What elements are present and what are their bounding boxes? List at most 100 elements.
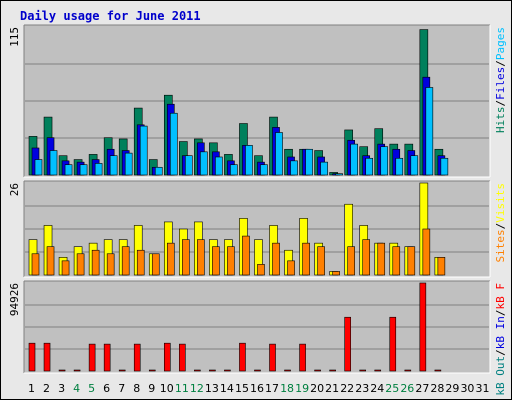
day-label-14: 14	[220, 382, 234, 395]
day-label-13: 13	[205, 382, 219, 395]
bar-kb-f-day-26	[404, 369, 412, 372]
bar-pages-day-5	[94, 163, 103, 176]
legend-label: /	[494, 223, 507, 230]
bar-sites-day-24	[377, 242, 386, 276]
bar-pages-day-23	[365, 157, 374, 176]
bar-pages-day-16	[260, 164, 268, 176]
bar-kb-f-day-4	[73, 369, 81, 372]
bar-pages-day-10	[169, 112, 178, 176]
bar-sites-day-8	[136, 249, 145, 276]
bar-kb-f-day-28	[434, 369, 442, 372]
bar-sites-day-18	[287, 260, 295, 276]
legend-label: /	[494, 60, 507, 67]
panel-bottom: 94926 kB Out/kB In/kB F	[8, 280, 507, 396]
day-label-12: 12	[190, 382, 204, 395]
bar-pages-day-18	[290, 160, 298, 176]
day-label-25: 25	[385, 382, 399, 395]
bar-sites-day-11	[182, 239, 190, 276]
y-max-label: 94926	[8, 283, 21, 316]
bar-pages-day-17	[275, 132, 283, 176]
bar-sites-day-27	[422, 228, 431, 276]
legend-label: Pages	[494, 27, 507, 60]
bar-kb-f-day-11	[179, 343, 186, 372]
bar-sites-day-22	[347, 246, 355, 276]
bar-sites-day-9	[151, 253, 160, 276]
day-label-30: 30	[460, 382, 474, 395]
bar-sites-day-6	[106, 253, 115, 276]
bar-kb-f-day-19	[299, 343, 306, 372]
bar-kb-f-day-9	[148, 369, 156, 372]
legend-label: kB Out	[494, 356, 507, 396]
bar-sites-day-10	[166, 242, 175, 276]
day-label-24: 24	[370, 382, 384, 395]
y-max-label: 115	[8, 27, 21, 47]
legend-label: Sites	[494, 229, 507, 262]
bar-sites-day-12	[197, 239, 205, 276]
bar-pages-day-28	[440, 157, 449, 176]
legend-label: Files	[494, 67, 507, 100]
bar-kb-f-day-5	[88, 343, 96, 372]
bar-sites-day-23	[362, 239, 371, 276]
bar-kb-f-day-7	[118, 369, 126, 372]
bar-sites-day-1	[31, 253, 40, 276]
bar-sites-day-28	[437, 257, 446, 276]
day-label-21: 21	[325, 382, 339, 395]
day-label-4: 4	[73, 382, 80, 395]
bar-kb-f-day-1	[28, 342, 36, 372]
day-label-19: 19	[295, 382, 309, 395]
bar-kb-f-day-14	[224, 369, 231, 372]
bar-sites-day-13	[212, 246, 220, 276]
bar-pages-day-21	[335, 173, 343, 176]
bar-pages-day-7	[124, 152, 133, 176]
bar-kb-f-day-8	[133, 343, 141, 372]
bar-kb-f-day-20	[314, 369, 321, 372]
bar-pages-day-20	[320, 161, 328, 176]
y-max-label: 26	[8, 183, 21, 196]
bar-pages-day-1	[34, 159, 43, 176]
bar-pages-day-24	[380, 146, 389, 176]
bar-sites-day-2	[46, 246, 55, 276]
bar-sites-day-26	[407, 246, 416, 276]
day-label-16: 16	[250, 382, 264, 395]
day-label-3: 3	[58, 382, 65, 395]
day-label-1: 1	[28, 382, 35, 395]
bar-sites-day-20	[317, 246, 325, 276]
bar-pages-day-13	[215, 156, 223, 176]
day-label-5: 5	[88, 382, 95, 395]
day-label-8: 8	[133, 382, 140, 395]
bar-pages-day-4	[79, 164, 88, 176]
bar-pages-day-12	[200, 151, 208, 176]
day-label-27: 27	[415, 382, 429, 395]
bar-kb-f-day-13	[209, 369, 216, 372]
bar-pages-day-26	[410, 155, 419, 176]
bar-pages-day-22	[350, 143, 358, 176]
legend-label: Visits	[494, 183, 507, 223]
chart-title: Daily usage for June 2011	[20, 9, 201, 23]
bar-sites-day-5	[91, 249, 100, 276]
bar-kb-f-day-12	[194, 369, 201, 372]
bar-kb-f-day-6	[103, 343, 111, 372]
day-axis: 1 2 3 4 5 6 7 8 9 10 11 12 13 14 15 16 17 18 19 20 21 22 23 24 2…	[28, 382, 489, 395]
series-legend: kB Out/kB In/kB F	[494, 283, 507, 396]
bar-sites-day-17	[272, 242, 280, 276]
day-label-23: 23	[355, 382, 369, 395]
bar-kb-f-day-22	[344, 316, 351, 372]
day-label-20: 20	[310, 382, 324, 395]
bar-pages-day-8	[139, 125, 148, 176]
day-label-22: 22	[340, 382, 354, 395]
day-label-11: 11	[175, 382, 189, 395]
legend-label: /	[494, 349, 507, 356]
bar-pages-day-3	[64, 164, 73, 176]
day-label-6: 6	[103, 382, 110, 395]
bar-kb-f-day-10	[163, 342, 171, 372]
bar-sites-day-7	[121, 246, 130, 276]
bar-pages-day-11	[185, 155, 193, 176]
bar-kb-f-day-25	[389, 316, 397, 372]
bar-sites-day-16	[257, 264, 265, 276]
day-label-26: 26	[400, 382, 414, 395]
bar-pages-day-27	[425, 87, 434, 176]
bar-sites-day-15	[242, 235, 250, 276]
day-label-9: 9	[148, 382, 155, 395]
